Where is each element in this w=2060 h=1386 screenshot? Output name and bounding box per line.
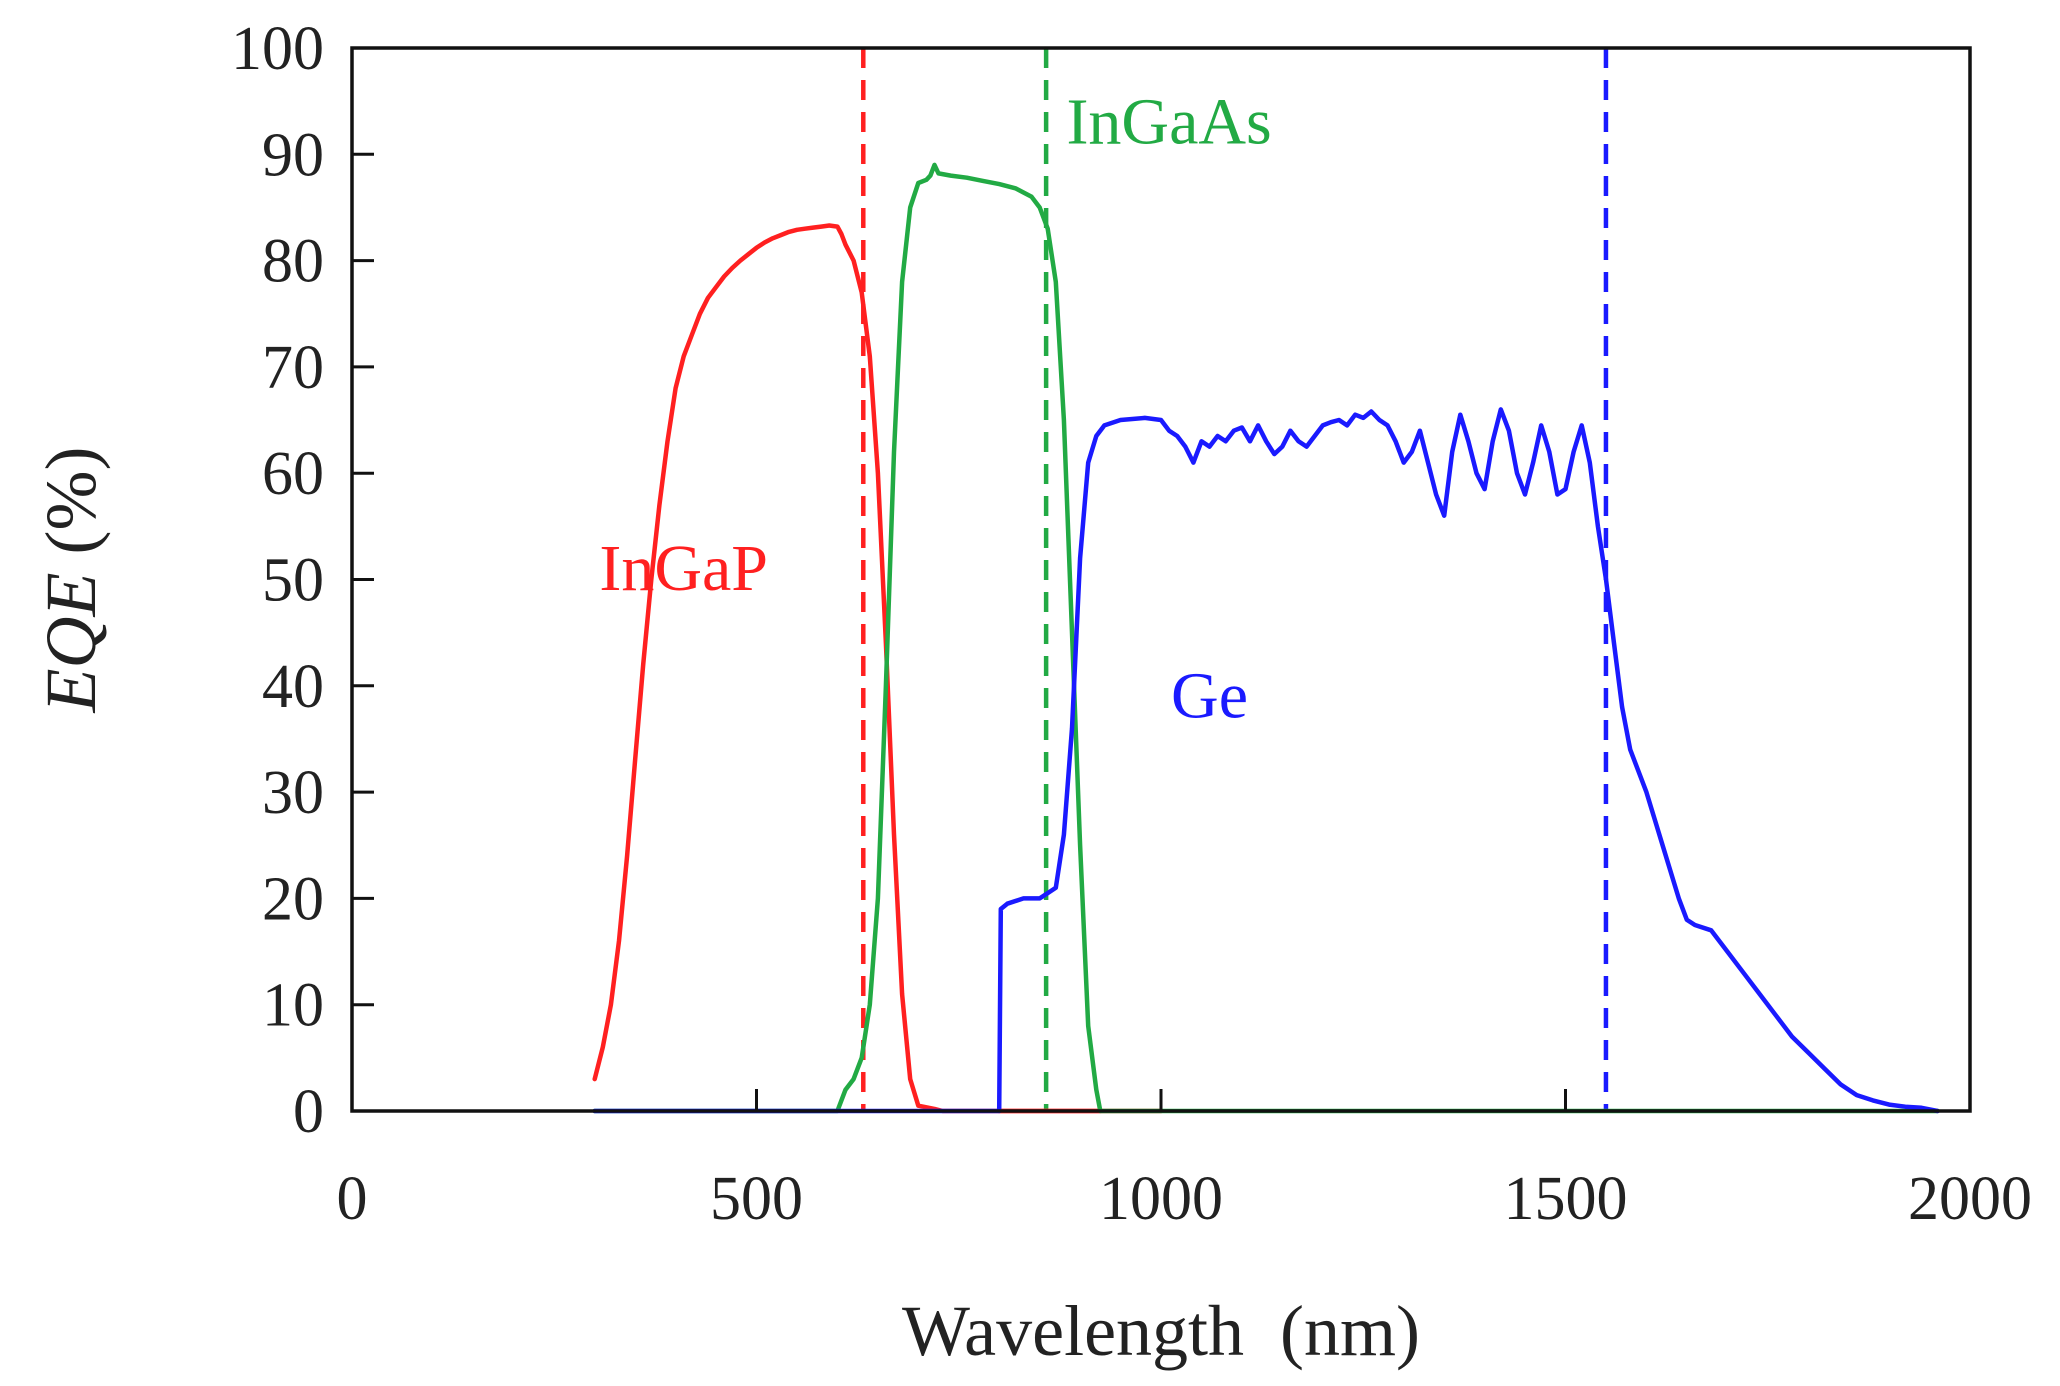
- y-tick-label: 80: [262, 228, 324, 296]
- series-ingap: [592, 223, 1164, 1114]
- y-tick-label: 40: [262, 653, 324, 721]
- y-tick-label: 90: [262, 121, 324, 189]
- y-tick-label: 20: [262, 865, 324, 933]
- x-tick-label: 2000: [1908, 1165, 2032, 1233]
- y-axis-title-unit: (%): [31, 447, 111, 573]
- series-label-ingaas: InGaAs: [1066, 86, 1271, 159]
- x-axis-title: Wavelength (nm): [902, 1291, 1420, 1371]
- y-axis-title: EQE (%): [31, 447, 111, 714]
- x-tick-label: 0: [337, 1165, 368, 1233]
- y-tick-label: 30: [262, 759, 324, 827]
- series-ingaas: [592, 162, 1940, 1114]
- y-tick-label: 0: [293, 1078, 324, 1146]
- y-axis-title-italic: EQE: [31, 572, 111, 713]
- series-ge: [592, 407, 1940, 1114]
- x-tick-label: 1500: [1504, 1165, 1628, 1233]
- reference-lines: [861, 48, 1609, 1111]
- y-tick-label: 70: [262, 334, 324, 402]
- series-label-ingap: InGaP: [599, 532, 768, 605]
- y-tick-label: 100: [231, 15, 324, 83]
- series-lines: [592, 162, 1940, 1114]
- y-tick-label: 50: [262, 547, 324, 615]
- series-labels: InGaP InGaAs Ge: [599, 86, 1271, 733]
- y-tick-label: 10: [262, 972, 324, 1040]
- x-tick-label: 1000: [1099, 1165, 1223, 1233]
- series-label-ge: Ge: [1171, 660, 1248, 733]
- y-tick-label: 60: [262, 440, 324, 508]
- x-tick-label: 500: [710, 1165, 803, 1233]
